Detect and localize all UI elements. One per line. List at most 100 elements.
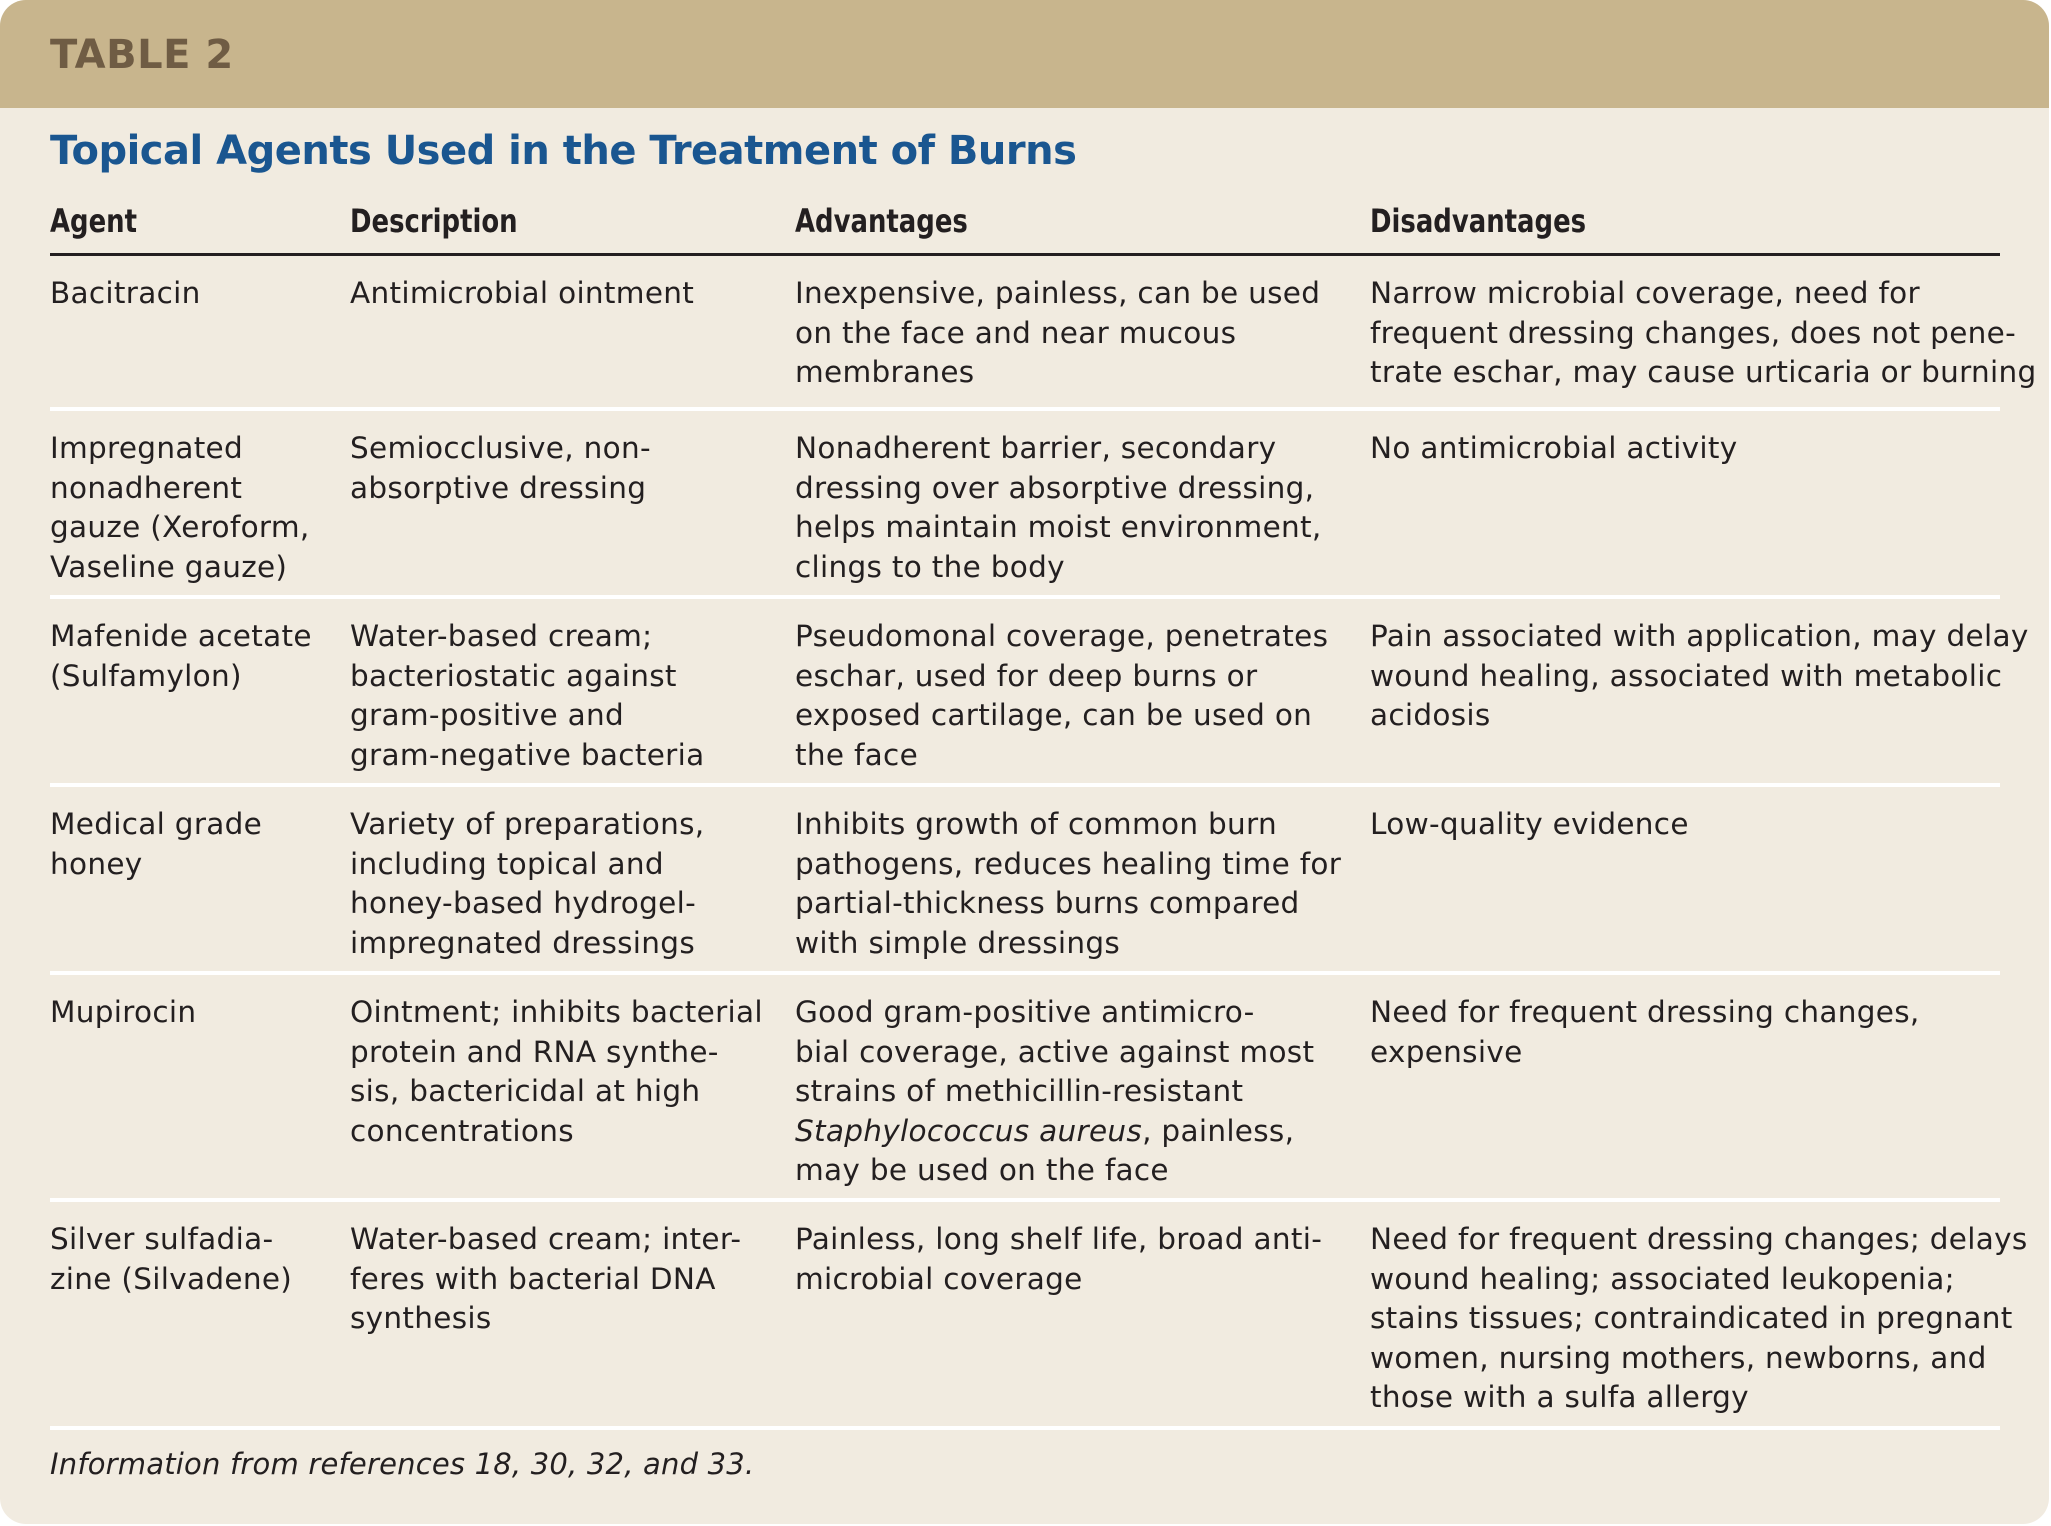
cell-line: Mupirocin: [50, 995, 197, 1029]
header-description: Description: [350, 202, 518, 240]
table-footnote: Information from references 18, 30, 32, …: [50, 1447, 755, 1481]
cell-line: nonadherent: [50, 470, 243, 505]
cell-line: Nonadherent barrier, secondary: [795, 431, 1277, 465]
cell-line: Ointment; inhibits bacterial: [350, 995, 763, 1029]
cell-disadvantages: Low-quality evidence: [1370, 787, 2000, 971]
cell-advantages: Good gram-positive antimicro-bial covera…: [795, 975, 1370, 1198]
cell-line: the face: [795, 737, 919, 772]
table-body: Bacitracin Antimicrobial ointment Inexpens…: [50, 256, 2037, 1430]
cell-line: membranes: [795, 355, 975, 389]
cell-line: frequent dressing changes, does not pene…: [1370, 315, 2017, 350]
cell-line: trate eschar, may cause urticaria or bur…: [1370, 355, 2037, 389]
cell-line: Bacitracin: [50, 276, 201, 310]
cell-line: Variety of preparations,: [350, 807, 705, 841]
cell-advantages: Painless, long shelf life, broad anti-mi…: [795, 1202, 1370, 1426]
cell-line: feres with bacterial DNA: [350, 1261, 716, 1296]
cell-line: acidosis: [1370, 698, 1491, 732]
cell-line: sis, bactericidal at high: [350, 1074, 701, 1108]
cell-line: exposed cartilage, can be used on: [795, 698, 1313, 732]
cell-line: Painless, long shelf life, broad anti-: [795, 1222, 1323, 1256]
cell-line: including topical and: [350, 846, 664, 881]
cell-disadvantages: No antimicrobial activity: [1370, 411, 2000, 595]
cell-line: gram-positive and: [350, 698, 624, 732]
table-row: Mupirocin Ointment; inhibits bacterial pro…: [50, 975, 2000, 1202]
table-row: Silver sulfadia-zine (Silvadene) Water-ba…: [50, 1202, 2028, 1430]
cell-line: Impregnated: [50, 431, 244, 465]
cell-disadvantages: Need for frequent dressing changes, expen…: [1370, 975, 2000, 1198]
cell-line: Pain associated with application, may de…: [1370, 619, 2029, 653]
cell-description: Water-based cream; bacteriostatic against…: [350, 599, 795, 783]
cell-line: partial-thickness burns compared: [795, 886, 1300, 920]
cell-line: dressing over absorptive dressing,: [795, 470, 1315, 505]
cell-line: bacteriostatic against: [350, 658, 677, 693]
cell-description: Semiocclusive, non-absorptive dressing: [350, 411, 795, 595]
cell-description: Variety of preparations, including topica…: [350, 787, 795, 971]
table-row: Impregnated nonadherent gauze (Xeroform, Va…: [50, 411, 2000, 599]
cell-disadvantages: Need for frequent dressing changes; dela…: [1370, 1202, 2028, 1426]
table-row: Bacitracin Antimicrobial ointment Inexpens…: [50, 256, 2037, 411]
cell-agent: Mafenide acetate (Sulfamylon): [50, 599, 350, 783]
cell-agent: Medical grade honey: [50, 787, 350, 971]
cell-line: with simple dressings: [795, 925, 1121, 960]
cell-line: Semiocclusive, non-: [350, 431, 651, 465]
cell-disadvantages: Narrow microbial coverage, need for frequ…: [1370, 256, 2037, 407]
cell-line: honey-based hydrogel-: [350, 886, 697, 920]
cell-line: Water-based cream; inter-: [350, 1222, 742, 1256]
cell-description: Antimicrobial ointment: [350, 256, 795, 407]
cell-advantages: Inexpensive, painless, can be used on the…: [795, 256, 1370, 407]
cell-line: wound healing; associated leukopenia;: [1370, 1261, 1955, 1296]
table-row: Mafenide acetate (Sulfamylon) Water-based …: [50, 599, 2029, 787]
cell-line: Inexpensive, painless, can be used: [795, 276, 1321, 310]
cell-line: absorptive dressing: [350, 470, 647, 505]
cell-line: Need for frequent dressing changes; dela…: [1370, 1222, 2028, 1256]
table-title: Topical Agents Used in the Treatment of …: [50, 128, 1077, 174]
cell-line: No antimicrobial activity: [1370, 431, 1738, 465]
header-advantages: Advantages: [795, 202, 968, 240]
header-disadvantages: Disadvantages: [1370, 202, 1587, 240]
cell-line: wound healing, associated with metabolic: [1370, 658, 2003, 693]
cell-line: Medical grade: [50, 807, 263, 841]
cell-line: Silver sulfadia-: [50, 1222, 274, 1256]
header-agent: Agent: [50, 202, 138, 240]
cell-line: Good gram-positive antimicro-: [795, 995, 1255, 1029]
cell-agent: Silver sulfadia-zine (Silvadene): [50, 1202, 350, 1426]
cell-description: Ointment; inhibits bacterial protein and …: [350, 975, 795, 1198]
cell-line: gram-negative bacteria: [350, 737, 705, 772]
cell-line: those with a sulfa allergy: [1370, 1380, 1749, 1414]
cell-line: honey: [50, 846, 143, 881]
cell-line: may be used on the face: [795, 1153, 1169, 1187]
cell-line: Water-based cream;: [350, 619, 653, 653]
cell-line: helps maintain moist environment,: [795, 510, 1322, 544]
cell-line: Staphylococcus aureus, painless,: [795, 1113, 1295, 1148]
cell-line: Mafenide acetate: [50, 619, 312, 653]
cell-line: (Sulfamylon): [50, 658, 242, 693]
cell-line: impregnated dressings: [350, 925, 695, 960]
cell-line: Narrow microbial coverage, need for: [1370, 276, 1920, 310]
cell-advantages: Inhibits growth of common burn pathogens,…: [795, 787, 1370, 971]
data-table: Agent Description Advantages Disadvantag…: [50, 190, 2037, 1430]
cell-line: protein and RNA synthe-: [350, 1034, 719, 1069]
cell-line: gauze (Xeroform,: [50, 510, 310, 544]
cell-disadvantages: Pain associated with application, may de…: [1370, 599, 2029, 783]
cell-line: concentrations: [350, 1113, 574, 1148]
table-row: Medical grade honey Variety of preparation…: [50, 787, 2000, 975]
cell-line: stains tissues; contraindicated in pregn…: [1370, 1301, 2013, 1335]
cell-line: microbial coverage: [795, 1261, 1083, 1296]
cell-advantages: Nonadherent barrier, secondary dressing o…: [795, 411, 1370, 595]
italic-species-name: Staphylococcus aureus: [795, 1113, 1143, 1148]
cell-line: expensive: [1370, 1034, 1523, 1069]
cell-line: Low-quality evidence: [1370, 807, 1689, 841]
cell-line: strains of methicillin-resistant: [795, 1074, 1244, 1108]
cell-line: Antimicrobial ointment: [350, 276, 695, 310]
cell-description: Water-based cream; inter-feres with bact…: [350, 1202, 795, 1426]
cell-agent: Mupirocin: [50, 975, 350, 1198]
cell-line: on the face and near mucous: [795, 315, 1237, 350]
cell-line: women, nursing mothers, newborns, and: [1370, 1340, 1987, 1375]
table-number-label: TABLE 2: [50, 32, 234, 78]
table-header-row: Agent Description Advantages Disadvantag…: [50, 190, 2000, 256]
cell-line: zine (Silvadene): [50, 1261, 293, 1296]
cell-agent: Impregnated nonadherent gauze (Xeroform, Va…: [50, 411, 350, 595]
table-banner: TABLE 2: [0, 0, 2049, 108]
cell-line: pathogens, reduces healing time for: [795, 846, 1342, 881]
